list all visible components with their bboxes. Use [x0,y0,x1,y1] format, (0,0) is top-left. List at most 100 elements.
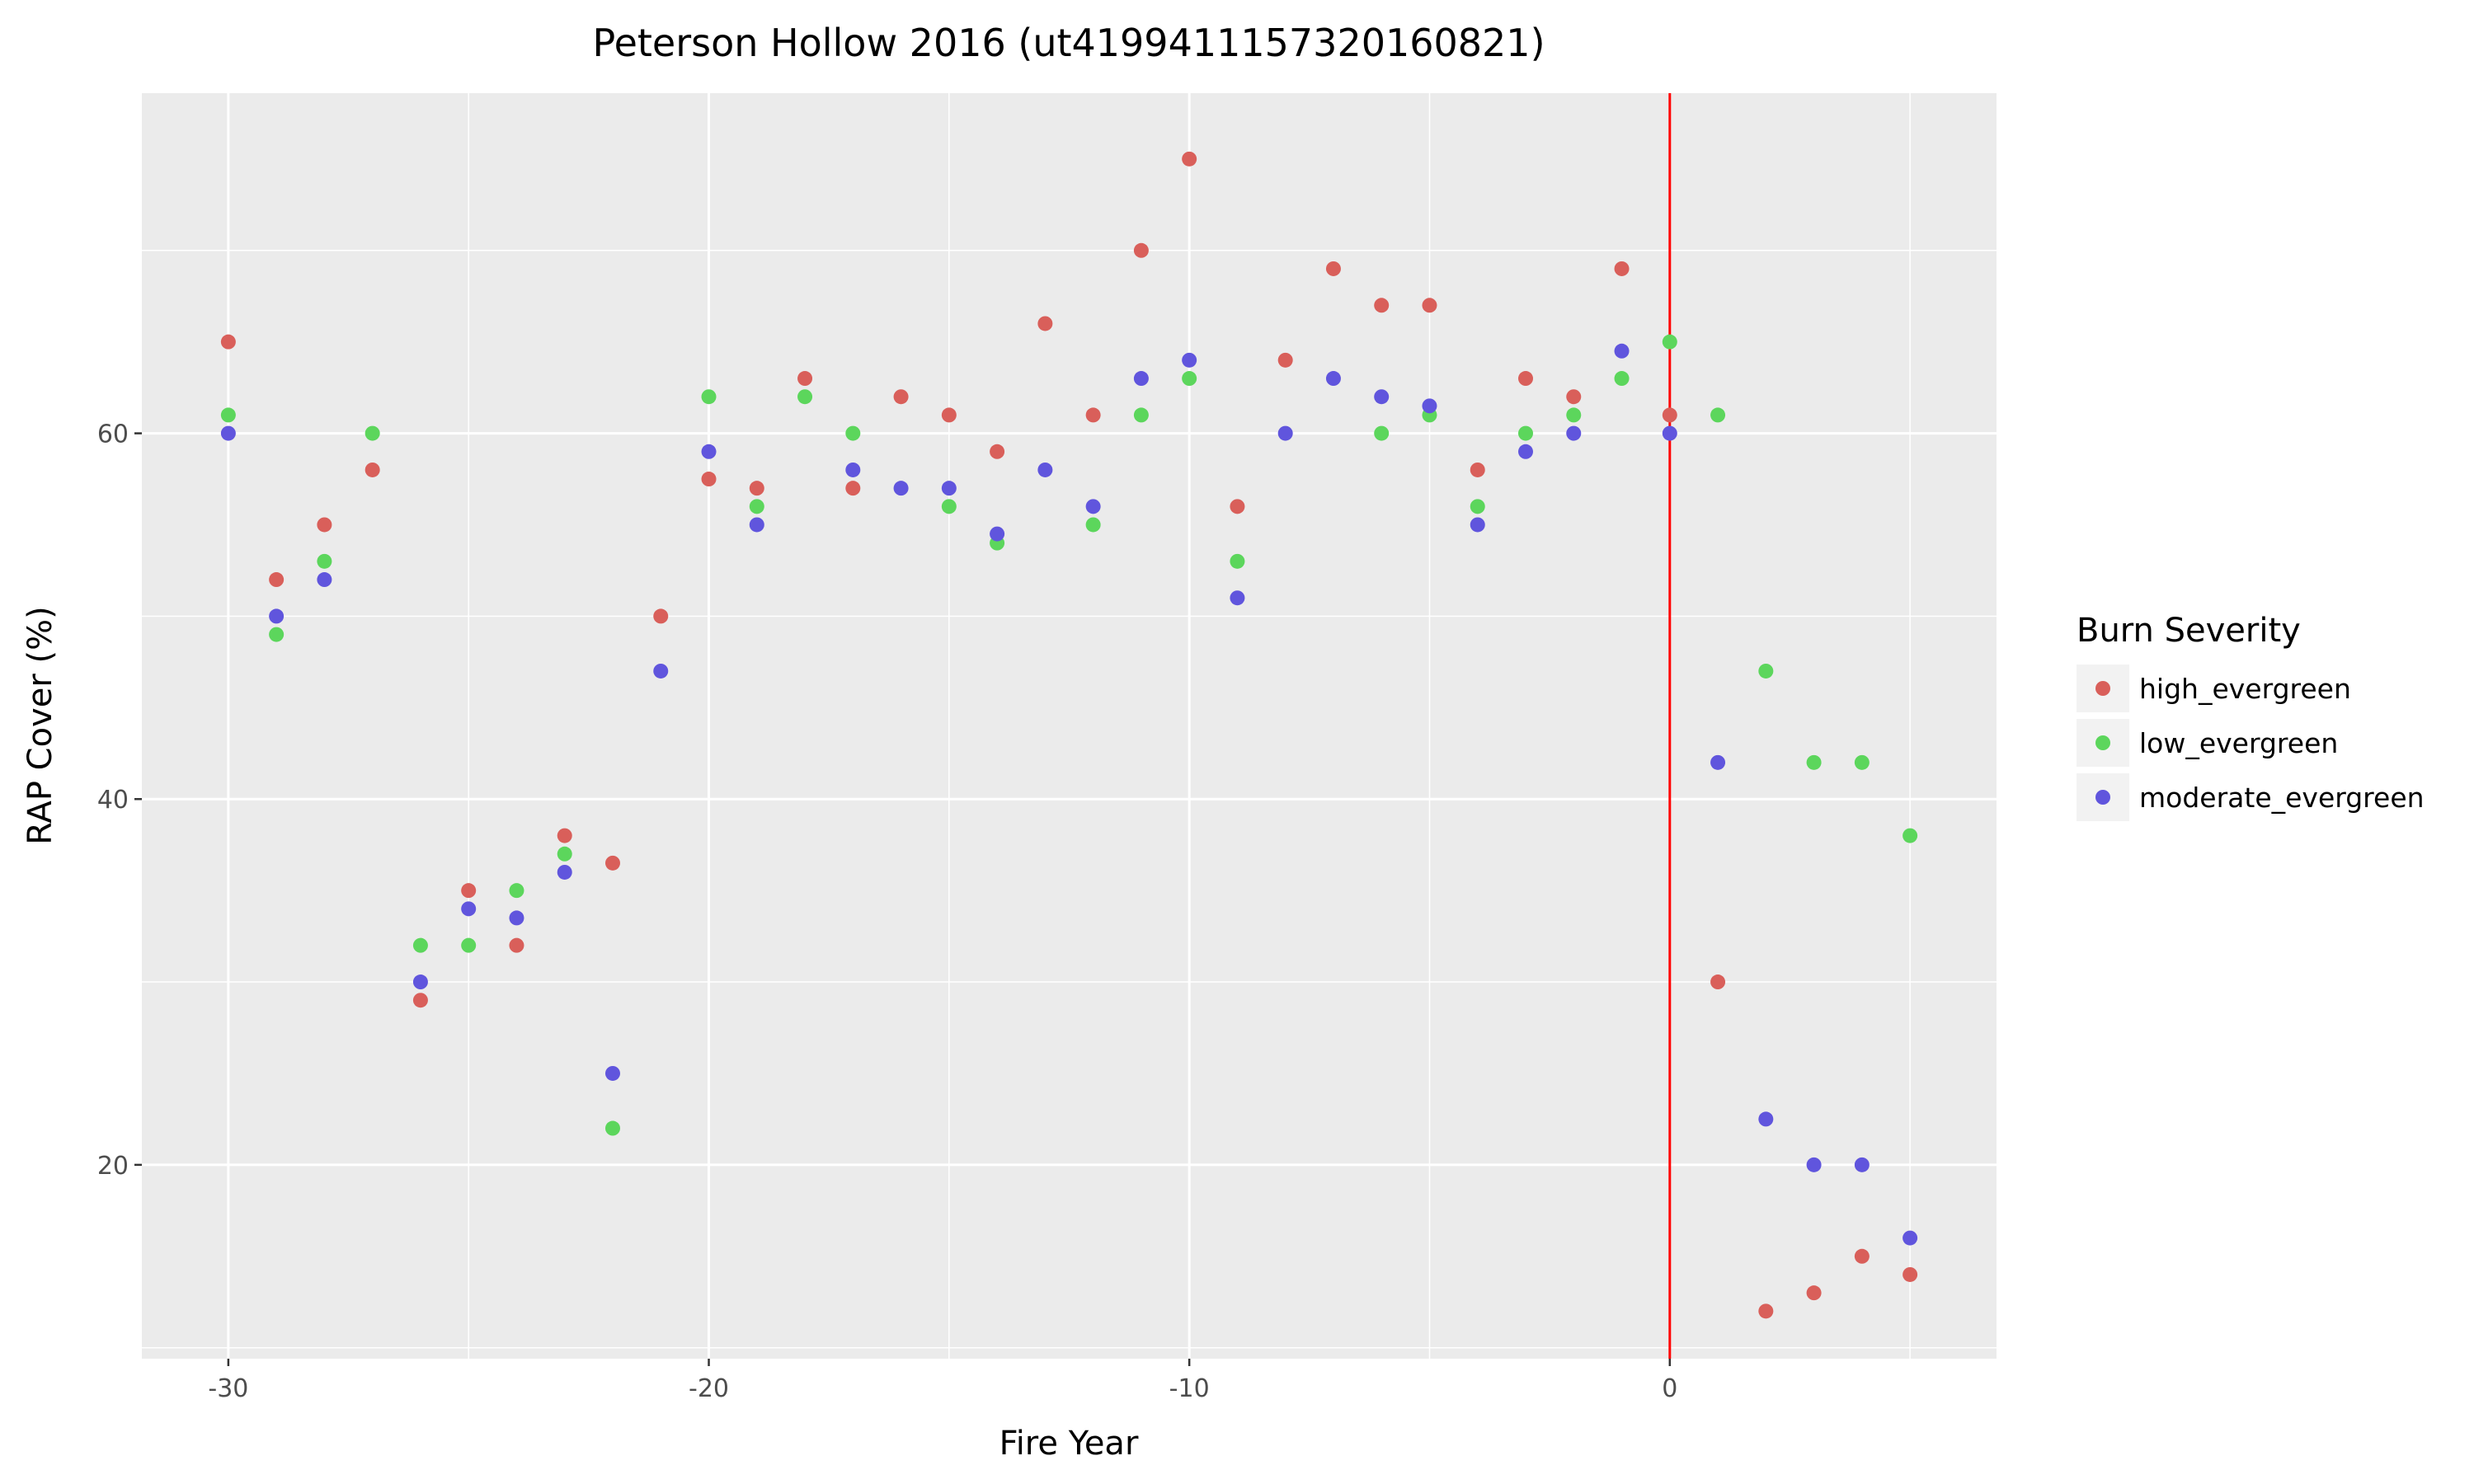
data-point [412,937,428,953]
data-point [749,499,764,514]
data-point [1374,298,1390,313]
data-point [1758,1303,1774,1319]
legend-swatch [2095,790,2110,805]
data-point [412,993,428,1008]
data-point [1133,242,1149,258]
plot-panel [142,93,1997,1359]
data-point [557,846,572,862]
data-point [604,855,620,871]
data-point [1566,389,1582,405]
data-point [1422,298,1437,313]
data-point [749,517,764,533]
data-point [1277,352,1293,368]
data-points [220,151,1918,1319]
data-point [1662,425,1677,441]
data-point [317,553,332,569]
data-point [701,472,717,487]
data-point [1374,425,1390,441]
data-point [269,572,285,588]
data-point [1806,754,1822,770]
data-point [269,608,285,624]
data-point [941,481,957,496]
data-point [797,371,813,387]
data-point [1325,371,1341,387]
data-point [1903,828,1918,843]
data-point [1758,663,1774,679]
data-point [557,864,572,880]
data-point [365,462,380,477]
data-point [1422,398,1437,414]
data-point [1230,590,1245,606]
data-point [604,1065,620,1081]
data-point [461,883,477,899]
data-point [1518,371,1534,387]
data-point [1230,499,1245,514]
legend-swatch [2095,735,2110,750]
data-point [1182,371,1197,387]
data-point [509,910,524,926]
legend: Burn Severity high_evergreen low_evergree… [2077,612,2425,821]
data-point [1470,462,1485,477]
data-point [1518,444,1534,459]
data-point [317,572,332,588]
data-point [317,517,332,533]
data-point [1566,407,1582,423]
data-point [220,334,236,350]
data-point [1325,261,1341,276]
legend-label: high_evergreen [2139,673,2351,705]
data-point [461,937,477,953]
data-point [845,425,861,441]
y-axis-title: RAP Cover (%) [21,606,59,844]
chart-title: Peterson Hollow 2016 (ut4199411157320160… [592,21,1545,65]
axis-ticks: -30 -20 -10 0 20 40 60 [97,420,1678,1403]
data-point [509,937,524,953]
data-point [220,407,236,423]
y-tick-label: 20 [97,1152,129,1181]
data-point [941,499,957,514]
data-point [1133,407,1149,423]
data-point [1182,352,1197,368]
data-point [1085,499,1101,514]
data-point [365,425,380,441]
data-point [557,828,572,843]
data-point [1806,1157,1822,1172]
data-point [701,389,717,405]
data-point [1182,151,1197,167]
data-point [1614,343,1630,359]
data-point [461,901,477,917]
data-point [653,608,669,624]
data-point [845,481,861,496]
data-point [1614,261,1630,276]
data-point [701,444,717,459]
data-point [1566,425,1582,441]
data-point [653,663,669,679]
data-point [1133,371,1149,387]
data-point [1470,517,1485,533]
data-point [1230,553,1245,569]
legend-title: Burn Severity [2077,612,2301,650]
data-point [749,481,764,496]
y-tick-label: 40 [97,786,129,815]
data-point [893,481,909,496]
data-point [1277,425,1293,441]
data-point [1710,974,1726,990]
data-point [1374,389,1390,405]
x-axis-title: Fire Year [999,1425,1139,1463]
legend-label: low_evergreen [2139,727,2338,759]
data-point [1710,407,1726,423]
data-point [1806,1285,1822,1301]
data-point [509,883,524,899]
data-point [990,526,1005,542]
data-point [941,407,957,423]
data-point [1037,462,1053,477]
data-point [1085,407,1101,423]
legend-swatch [2095,681,2110,696]
series-moderate_evergreen [220,343,1918,1246]
data-point [269,627,285,642]
data-point [1854,754,1870,770]
x-tick-label: 0 [1662,1374,1677,1403]
data-point [845,462,861,477]
data-point [1614,371,1630,387]
data-point [220,425,236,441]
